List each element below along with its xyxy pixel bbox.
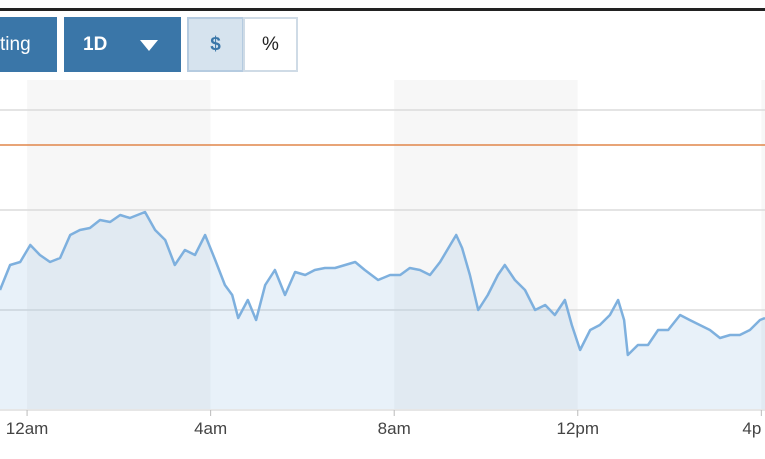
area	[0, 212, 765, 410]
range-dropdown[interactable]: 1D	[64, 17, 181, 72]
band	[27, 80, 211, 410]
top-border	[0, 8, 765, 11]
percent-toggle[interactable]: %	[243, 17, 298, 72]
band	[761, 80, 765, 410]
band	[577, 80, 762, 410]
button-label: %	[262, 33, 279, 55]
price-line	[0, 210, 765, 357]
band	[0, 80, 28, 410]
x-tick-label: 12pm	[556, 419, 599, 438]
button-label: 1D	[83, 33, 108, 55]
x-tick-label: 4am	[194, 419, 227, 438]
button-label: $	[210, 33, 221, 55]
x-tick-label: 12am	[6, 419, 49, 438]
button-label: ting	[0, 33, 31, 55]
dropdown-arrow	[140, 39, 159, 51]
plot-area: 12am 4am 8am 12pm 4p	[0, 80, 765, 438]
dollar-toggle[interactable]: $	[187, 17, 244, 72]
x-tick-label: 8am	[378, 419, 411, 438]
x-tick-label: 4p	[742, 419, 761, 438]
settings-button[interactable]: ting	[0, 17, 57, 72]
band	[394, 80, 578, 410]
band	[210, 80, 395, 410]
